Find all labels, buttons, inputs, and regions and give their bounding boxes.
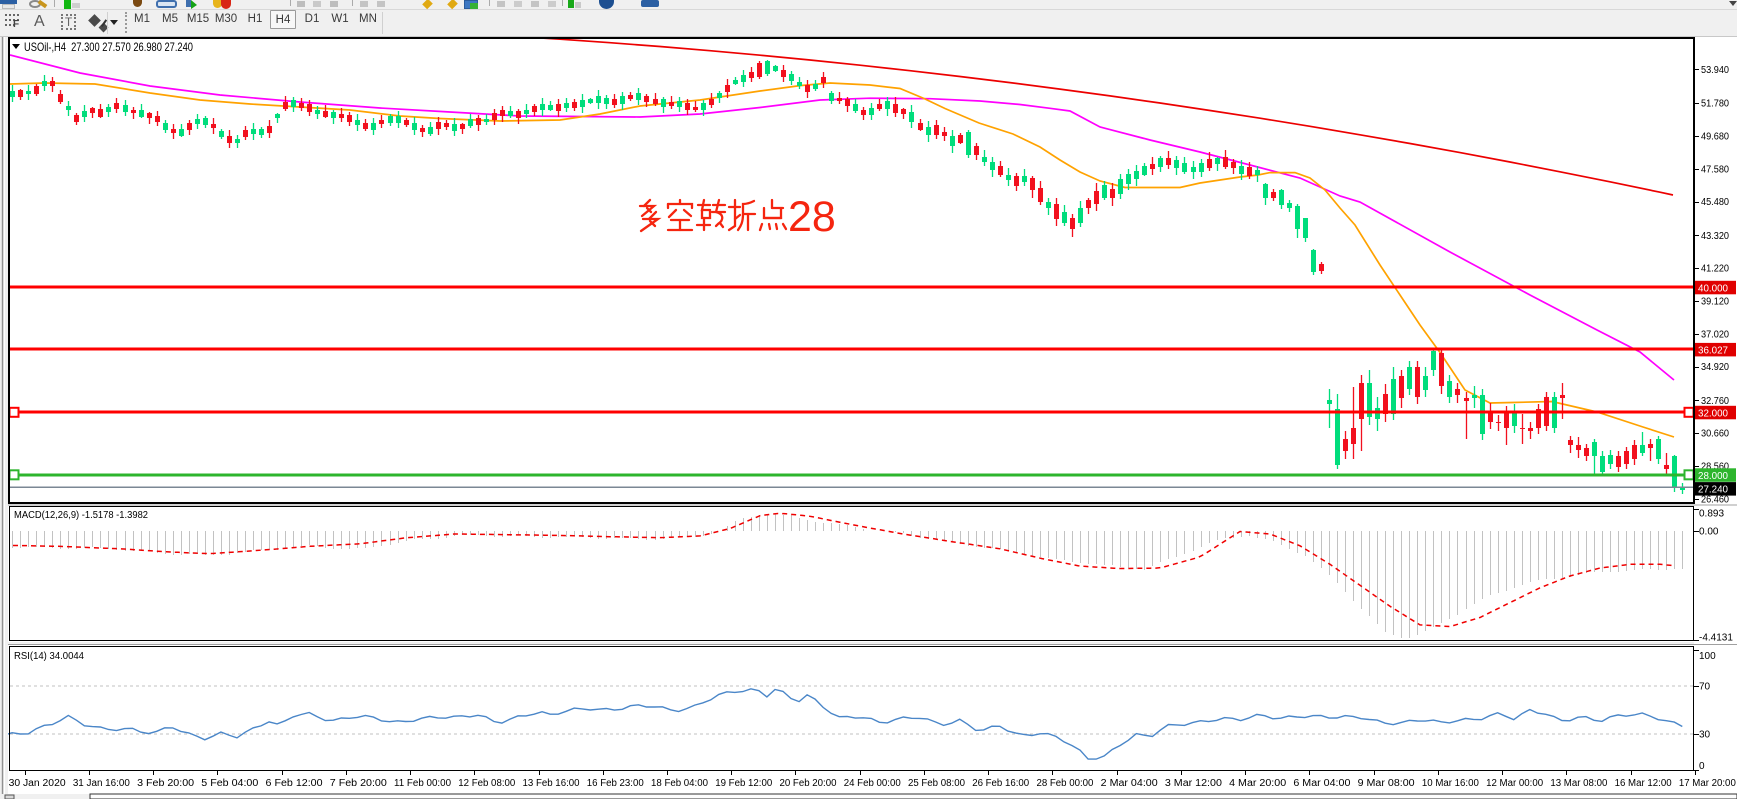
svg-text:-4.4131: -4.4131 (1699, 633, 1733, 644)
svg-text:28 Feb 00:00: 28 Feb 00:00 (1036, 778, 1093, 789)
svg-text:41.220: 41.220 (1701, 264, 1729, 275)
svg-text:6 Mar 04:00: 6 Mar 04:00 (1293, 778, 1350, 789)
svg-text:6 Feb 12:00: 6 Feb 12:00 (266, 778, 323, 789)
svg-text:43.320: 43.320 (1701, 231, 1729, 242)
svg-text:12 Mar 00:00: 12 Mar 00:00 (1486, 778, 1543, 789)
svg-text:45.480: 45.480 (1701, 197, 1729, 208)
svg-text:17 Mar 20:00: 17 Mar 20:00 (1679, 778, 1736, 789)
svg-text:31 Jan 16:00: 31 Jan 16:00 (73, 778, 130, 789)
svg-text:16 Feb 23:00: 16 Feb 23:00 (587, 778, 644, 789)
svg-text:MACD(12,26,9) -1.5178 -1.3982: MACD(12,26,9) -1.5178 -1.3982 (14, 510, 148, 521)
svg-text:34.920: 34.920 (1701, 362, 1729, 373)
svg-text:100: 100 (1699, 651, 1716, 662)
svg-text:32.760: 32.760 (1701, 396, 1729, 407)
svg-text:37.020: 37.020 (1701, 329, 1729, 340)
svg-text:9 Mar 08:00: 9 Mar 08:00 (1358, 778, 1415, 789)
svg-text:13 Mar 08:00: 13 Mar 08:00 (1550, 778, 1607, 789)
svg-text:4 Mar 20:00: 4 Mar 20:00 (1229, 778, 1286, 789)
svg-text:18 Feb 04:00: 18 Feb 04:00 (651, 778, 708, 789)
svg-text:7 Feb 20:00: 7 Feb 20:00 (330, 778, 387, 789)
svg-text:30.660: 30.660 (1701, 429, 1729, 440)
svg-text:26 Feb 16:00: 26 Feb 16:00 (972, 778, 1029, 789)
svg-text:24 Feb 00:00: 24 Feb 00:00 (844, 778, 901, 789)
svg-text:26.460: 26.460 (1701, 494, 1729, 505)
svg-text:0.893: 0.893 (1699, 509, 1724, 520)
svg-text:0.00: 0.00 (1699, 527, 1719, 538)
svg-text:28.000: 28.000 (1698, 471, 1728, 482)
svg-text:10 Mar 16:00: 10 Mar 16:00 (1422, 778, 1479, 789)
svg-text:32.000: 32.000 (1698, 408, 1728, 419)
svg-text:30: 30 (1699, 730, 1711, 741)
svg-text:16 Mar 12:00: 16 Mar 12:00 (1615, 778, 1672, 789)
svg-text:2 Mar 04:00: 2 Mar 04:00 (1101, 778, 1158, 789)
svg-text:51.780: 51.780 (1701, 99, 1729, 110)
svg-text:49.680: 49.680 (1701, 131, 1729, 142)
svg-text:20 Feb 20:00: 20 Feb 20:00 (779, 778, 836, 789)
svg-text:28.560: 28.560 (1701, 462, 1729, 473)
svg-text:12 Feb 08:00: 12 Feb 08:00 (458, 778, 515, 789)
svg-text:5 Feb 04:00: 5 Feb 04:00 (201, 778, 258, 789)
svg-text:19 Feb 12:00: 19 Feb 12:00 (715, 778, 772, 789)
svg-text:36.027: 36.027 (1698, 345, 1728, 356)
svg-text:RSI(14) 34.0044: RSI(14) 34.0044 (14, 651, 84, 662)
svg-text:28: 28 (788, 193, 836, 241)
svg-text:0: 0 (1699, 761, 1705, 772)
svg-text:39.120: 39.120 (1701, 297, 1729, 308)
svg-text:3 Feb 20:00: 3 Feb 20:00 (137, 778, 194, 789)
svg-text:40.000: 40.000 (1698, 283, 1728, 294)
svg-text:3 Mar 12:00: 3 Mar 12:00 (1165, 778, 1222, 789)
svg-text:47.580: 47.580 (1701, 164, 1729, 175)
svg-text:USOil-,H4 27.300 27.570 26.98: USOil-,H4 27.300 27.570 26.980 27.240 (24, 40, 193, 54)
svg-text:53.940: 53.940 (1701, 65, 1729, 76)
svg-text:27.240: 27.240 (1698, 485, 1728, 496)
svg-text:70: 70 (1699, 682, 1711, 693)
svg-text:13 Feb 16:00: 13 Feb 16:00 (523, 778, 580, 789)
svg-text:25 Feb 08:00: 25 Feb 08:00 (908, 778, 965, 789)
svg-text:11 Feb 00:00: 11 Feb 00:00 (394, 778, 451, 789)
svg-text:30 Jan 2020: 30 Jan 2020 (9, 778, 66, 789)
